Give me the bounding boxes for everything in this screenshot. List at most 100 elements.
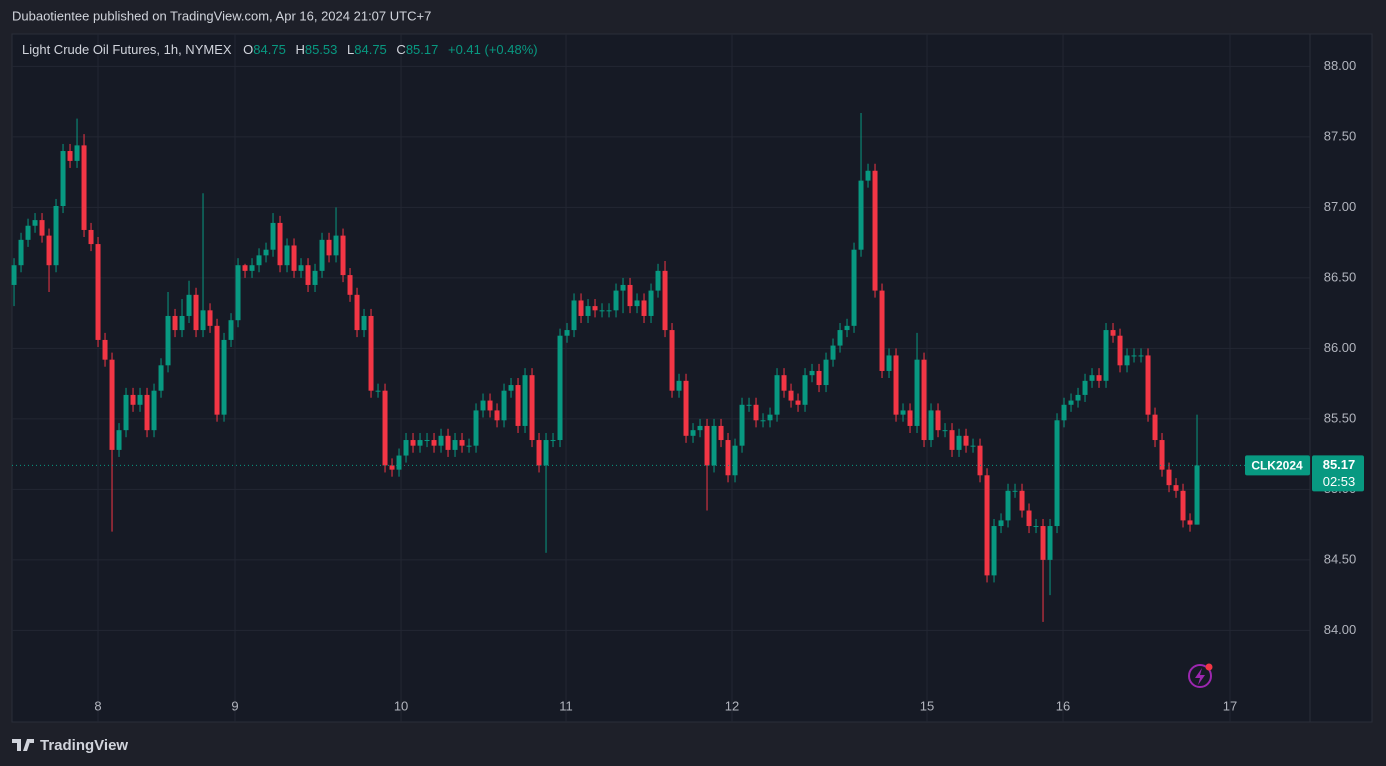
candle-body: [263, 249, 269, 256]
candle-body: [410, 440, 416, 446]
candle-body: [606, 310, 612, 312]
candle-body: [1019, 490, 1025, 511]
candle-body: [634, 300, 640, 307]
candle-body: [928, 410, 934, 441]
candle-body: [193, 294, 199, 331]
candle-body: [879, 290, 885, 371]
candle-body: [95, 244, 101, 340]
candle-body: [949, 430, 955, 450]
candle-body: [858, 180, 864, 250]
candle-body: [445, 435, 451, 450]
candle-body: [312, 270, 318, 285]
candle-body: [487, 400, 493, 411]
candle-body: [1173, 485, 1179, 491]
candle-body: [641, 300, 647, 316]
candle-body: [998, 520, 1004, 527]
brand-logo: [12, 739, 34, 751]
candle-body: [361, 315, 367, 331]
candle-body: [851, 249, 857, 326]
candle-body: [760, 420, 766, 422]
legend: Light Crude Oil Futures, 1h, NYMEX O84.7…: [22, 42, 538, 57]
candle-body: [284, 245, 290, 266]
candle-body: [571, 300, 577, 331]
candle-body: [935, 410, 941, 431]
ohlc-letter: O: [243, 42, 253, 57]
candle-body: [977, 445, 983, 476]
candle-body: [179, 315, 185, 331]
candle-body: [53, 206, 59, 266]
x-tick-label: 17: [1223, 698, 1237, 713]
ohlc-value: 84.75: [253, 42, 286, 57]
candle-body: [347, 275, 353, 295]
candle-body: [592, 306, 598, 311]
countdown-label: 02:53: [1323, 474, 1356, 489]
candle-body: [214, 325, 220, 415]
candle-body: [676, 380, 682, 391]
candle-body: [1103, 330, 1109, 381]
candle-body: [823, 359, 829, 386]
candle-body: [914, 359, 920, 426]
candle-body: [340, 235, 346, 276]
candle-body: [501, 390, 507, 421]
candle-body: [326, 239, 332, 256]
candle-body: [200, 310, 206, 331]
candle-body: [291, 245, 297, 271]
x-tick-label: 8: [94, 698, 101, 713]
candle-body: [585, 306, 591, 316]
candle-body: [788, 390, 794, 401]
candle-body: [473, 410, 479, 446]
candle-body: [123, 394, 129, 431]
candle-body: [767, 414, 773, 421]
candle-body: [242, 265, 248, 271]
candle-body: [991, 526, 997, 576]
y-tick-label: 86.50: [1324, 269, 1357, 284]
candle-body: [844, 325, 850, 331]
candle-body: [431, 440, 437, 446]
candle-body: [186, 294, 192, 316]
candle-body: [1089, 375, 1095, 381]
candle-body: [32, 220, 38, 226]
candle-body: [627, 284, 633, 307]
candle-body: [102, 339, 108, 360]
candle-body: [207, 310, 213, 326]
candle-body: [305, 265, 311, 285]
symbol-badge: [1245, 455, 1310, 476]
candle-body: [816, 370, 822, 386]
ohlc-value: 85.17: [406, 42, 439, 57]
candle-body: [837, 330, 843, 346]
candle-body: [746, 404, 752, 406]
candle-body: [662, 270, 668, 331]
candle-body: [942, 430, 948, 432]
candle-body: [1005, 490, 1011, 521]
x-tick-label: 16: [1056, 698, 1070, 713]
candle-body: [1117, 335, 1123, 366]
candle-body: [711, 425, 717, 466]
candle-body: [613, 290, 619, 311]
candle-body: [655, 270, 661, 291]
candle-body: [557, 335, 563, 441]
candle-body: [396, 455, 402, 470]
candle-body: [403, 440, 409, 456]
candle-body: [1152, 414, 1158, 441]
candle-body: [508, 385, 514, 391]
candle-body: [221, 339, 227, 415]
candle-body: [536, 440, 542, 466]
candle-body: [1068, 400, 1074, 405]
candle-body: [564, 330, 570, 336]
candle-body: [67, 151, 73, 161]
last-price-label: 85.17: [1323, 457, 1356, 472]
candle-body: [669, 330, 675, 391]
y-tick-label: 85.50: [1324, 410, 1357, 425]
candle-body: [333, 235, 339, 256]
candle-body: [438, 435, 444, 446]
candle-body: [522, 375, 528, 426]
candle-body: [11, 265, 17, 285]
candle-body: [984, 475, 990, 576]
candle-body: [165, 315, 171, 366]
candle-body: [802, 375, 808, 405]
candle-body: [697, 425, 703, 431]
x-tick-label: 11: [559, 698, 573, 713]
candle-body: [578, 300, 584, 316]
candle-body: [270, 222, 276, 250]
change: +0.41 (+0.48%): [448, 42, 538, 57]
